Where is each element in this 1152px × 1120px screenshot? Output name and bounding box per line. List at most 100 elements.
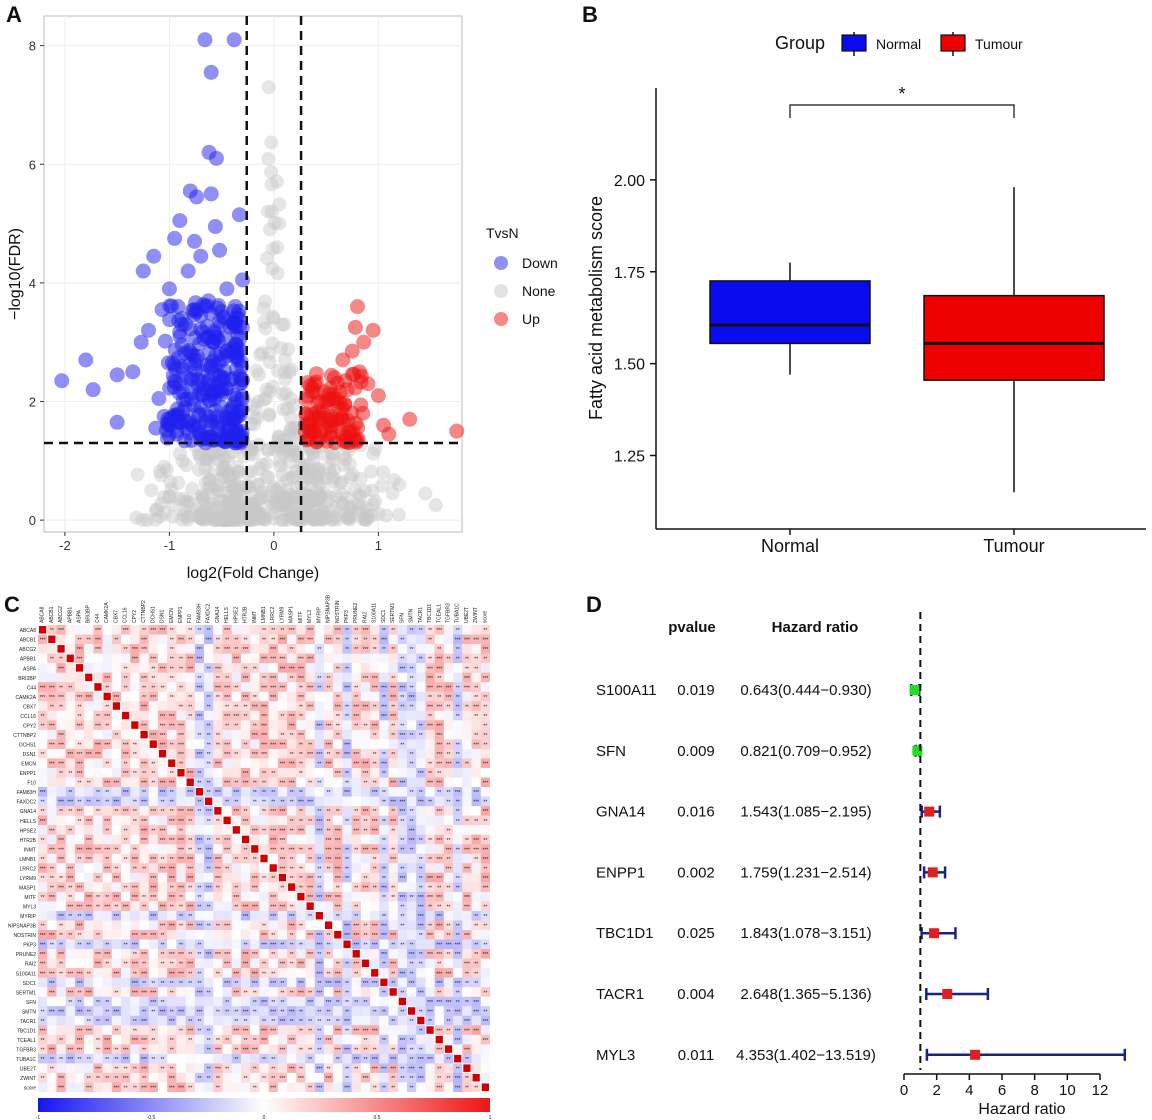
- y-tick-label: 4: [29, 276, 36, 291]
- heatmap-cell: [158, 873, 167, 883]
- heatmap-row-label: EMCN: [21, 762, 36, 768]
- significance-mark: **: [410, 971, 414, 977]
- significance-mark: **: [437, 790, 441, 796]
- none-point: [229, 483, 244, 498]
- none-point: [255, 457, 270, 472]
- up-point: [356, 334, 372, 350]
- significance-mark: **: [345, 847, 349, 853]
- heatmap-cell: [195, 930, 204, 940]
- significance-mark: **: [41, 838, 45, 844]
- significance-mark: **: [114, 1028, 118, 1034]
- none-point: [327, 463, 342, 478]
- significance-mark: ***: [113, 876, 119, 882]
- heatmap-cell: [259, 644, 269, 654]
- significance-mark: **: [336, 723, 340, 729]
- significance-mark: ***: [141, 1019, 147, 1025]
- heatmap-cell: [425, 863, 435, 873]
- significance-mark: **: [400, 924, 404, 930]
- heatmap-cell: [370, 1072, 380, 1083]
- heatmap-cell: [287, 739, 297, 749]
- heatmap-cell: [462, 739, 471, 749]
- significance-mark: ***: [436, 809, 442, 815]
- heatmap-cell: [112, 997, 121, 1007]
- significance-mark: ***: [187, 1028, 193, 1034]
- significance-mark: **: [105, 1076, 109, 1082]
- none-point: [192, 462, 207, 477]
- significance-mark: **: [262, 676, 266, 682]
- significance-mark: ***: [86, 905, 92, 911]
- heatmap-cell: [342, 653, 352, 664]
- significance-mark: **: [391, 704, 395, 710]
- significance-mark: **: [151, 781, 155, 787]
- significance-mark: ***: [427, 952, 433, 958]
- none-point: [234, 488, 249, 503]
- heatmap-cell: [93, 815, 103, 826]
- significance-mark: **: [447, 857, 451, 863]
- none-point: [244, 464, 259, 479]
- heatmap-cell: [250, 739, 260, 749]
- significance-mark: **: [271, 876, 275, 882]
- heatmap-cell: [231, 844, 241, 854]
- significance-mark: **: [244, 1038, 248, 1044]
- heatmap-cell: [240, 720, 251, 730]
- significance-mark: ***: [132, 647, 138, 653]
- heatmap-cell: [74, 1082, 85, 1092]
- significance-mark: **: [179, 685, 183, 691]
- significance-mark: **: [151, 1028, 155, 1034]
- significance-mark: **: [419, 628, 423, 634]
- heatmap-cell: [38, 977, 48, 988]
- heatmap-cell: [333, 682, 343, 692]
- significance-mark: ***: [363, 885, 369, 891]
- significance-mark: ***: [399, 666, 405, 672]
- none-point: [352, 487, 367, 502]
- significance-mark: **: [456, 762, 460, 768]
- heatmap-cell: [425, 939, 435, 950]
- down-point: [231, 207, 247, 223]
- heatmap-cell: [84, 920, 94, 930]
- heatmap-cell: [416, 825, 426, 835]
- significance-mark: ***: [123, 1057, 129, 1063]
- heatmap-cell: [314, 653, 324, 664]
- significance-mark: ***: [132, 895, 138, 901]
- significance-mark: **: [483, 743, 487, 749]
- significance-mark: **: [400, 866, 404, 872]
- none-point: [292, 495, 307, 510]
- heatmap-cell: [370, 796, 380, 807]
- heatmap-cell: [185, 825, 195, 835]
- significance-mark: ***: [141, 1086, 147, 1092]
- significance-mark: **: [354, 685, 358, 691]
- heatmap-column-label: SERTM1: [390, 603, 396, 623]
- heatmap-cell: [102, 806, 112, 816]
- heatmap-cell: [84, 863, 93, 873]
- significance-mark: **: [225, 1067, 229, 1073]
- significance-mark: **: [428, 924, 432, 930]
- significance-mark: ***: [455, 1086, 461, 1092]
- significance-mark: ***: [160, 666, 166, 672]
- up-point: [350, 299, 365, 315]
- significance-mark: ***: [289, 914, 295, 920]
- significance-mark: **: [345, 981, 349, 987]
- significance-mark: ***: [473, 704, 479, 710]
- significance-mark: **: [142, 1047, 146, 1053]
- significance-mark: **: [373, 1009, 377, 1015]
- significance-mark: ***: [40, 971, 46, 977]
- none-point: [295, 461, 310, 476]
- significance-mark: ***: [455, 981, 461, 987]
- significance-mark: **: [428, 771, 432, 777]
- none-point: [280, 491, 295, 506]
- none-point: [345, 467, 360, 482]
- none-point: [238, 505, 253, 520]
- significance-mark: ***: [363, 1076, 369, 1082]
- heatmap-cell: [65, 729, 75, 740]
- significance-mark: ***: [307, 876, 313, 882]
- heatmap-cell: [342, 1035, 351, 1045]
- heatmap-cell: [351, 1006, 361, 1016]
- none-point: [361, 510, 376, 525]
- heatmap-cell: [204, 682, 214, 692]
- significance-mark: ***: [372, 943, 378, 949]
- heatmap-cell: [305, 939, 315, 950]
- down-point: [197, 298, 213, 314]
- heatmap-cell: [167, 748, 177, 759]
- none-point: [365, 483, 380, 498]
- heatmap-cell: [112, 711, 121, 721]
